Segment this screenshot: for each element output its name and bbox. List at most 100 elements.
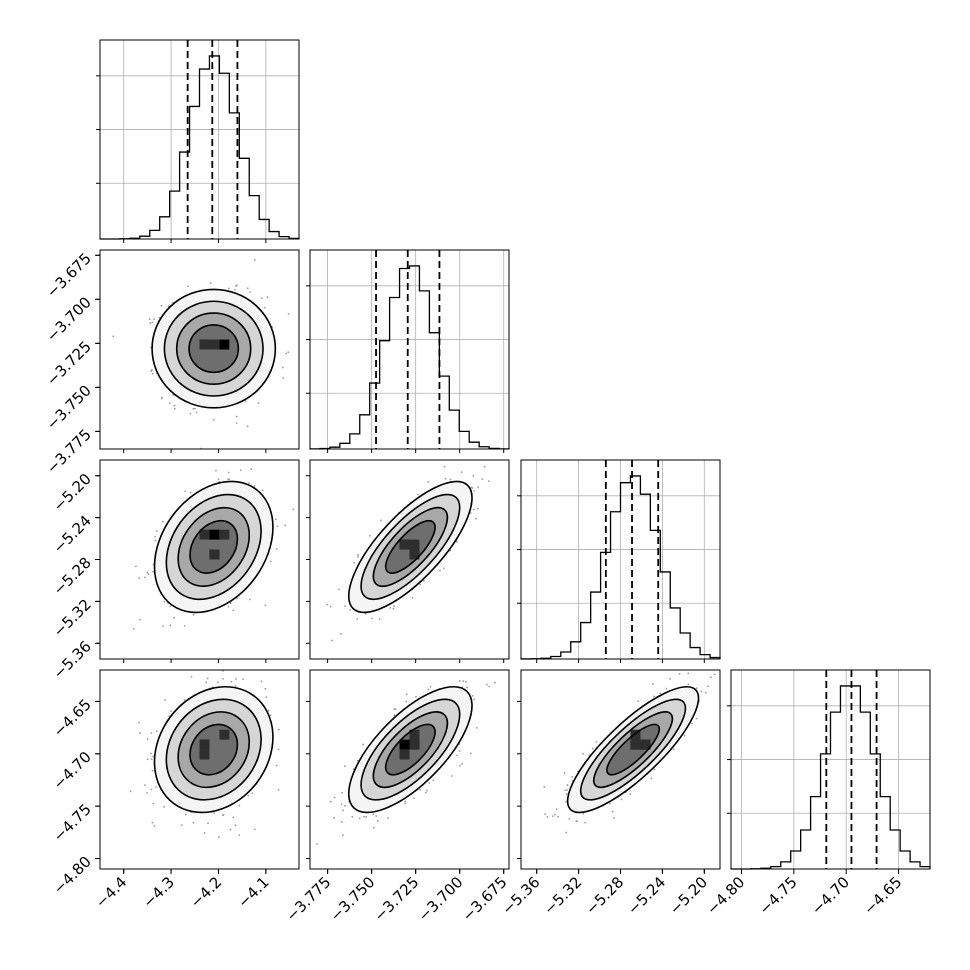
scatter-point (344, 804, 347, 807)
density-peak-cell (209, 549, 220, 560)
density-peak-cell (219, 339, 230, 350)
scatter-point (174, 456, 176, 458)
scatter-point (375, 815, 378, 817)
scatter-point (331, 639, 333, 642)
scatter-point (146, 571, 149, 574)
scatter-point (344, 605, 346, 608)
scatter-point (246, 287, 249, 290)
scatter-point (473, 698, 476, 701)
scatter-point (277, 728, 280, 731)
scatter-point (138, 721, 140, 724)
scatter-point (163, 805, 166, 808)
scatter-point (343, 765, 346, 768)
scatter-point (168, 402, 171, 405)
histogram-step-line (730, 685, 931, 870)
scatter-panel-3-1 (306, 669, 510, 873)
scatter-point (209, 282, 212, 284)
scatter-point (582, 752, 584, 755)
axis-frame (309, 669, 510, 870)
scatter-point (129, 790, 132, 793)
scatter-point (203, 832, 206, 834)
scatter-point (253, 258, 256, 261)
scatter-point (423, 579, 425, 582)
scatter-point (341, 791, 344, 794)
scatter-point (427, 688, 430, 691)
contour-line (360, 698, 461, 801)
scatter-point (150, 732, 153, 735)
scatter-point (244, 400, 247, 403)
scatter-point (356, 555, 359, 558)
scatter-point (253, 485, 256, 487)
scatter-point (469, 752, 472, 755)
scatter-point (155, 530, 158, 533)
contour-line (347, 480, 473, 614)
contour-line (165, 698, 262, 801)
scatter-point (460, 471, 463, 474)
scatter-point (683, 734, 686, 737)
scatter-point (277, 748, 280, 751)
density-peak-cell (199, 749, 210, 760)
scatter-point (169, 624, 172, 627)
scatter-point (192, 408, 195, 410)
contour-line (165, 493, 262, 601)
scatter-point (487, 480, 490, 483)
scatter-point (485, 683, 488, 686)
scatter-point (146, 738, 149, 740)
scatter-point (357, 553, 360, 556)
scatter-point (152, 755, 154, 758)
scatter-point (275, 764, 278, 767)
scatter-point (546, 816, 549, 818)
scatter-point (205, 681, 208, 684)
scatter-point (424, 791, 427, 794)
scatter-point (194, 407, 196, 410)
scatter-point (458, 750, 461, 753)
scatter-point (364, 612, 367, 615)
scatter-point (269, 714, 272, 717)
scatter-point (153, 825, 156, 827)
density-peak-cell (399, 749, 410, 760)
scatter-point (338, 588, 340, 591)
scatter-point (274, 518, 277, 521)
density-peak-cell (219, 529, 230, 540)
scatter-point (173, 407, 176, 410)
scatter-point (427, 481, 430, 483)
scatter-point (362, 743, 364, 746)
scatter-point (342, 809, 345, 812)
contour-line (372, 506, 449, 588)
scatter-point (215, 469, 217, 472)
scatter-point (232, 609, 235, 612)
scatter-point (426, 789, 428, 792)
scatter-point (392, 607, 395, 610)
density-peak-cell (399, 539, 410, 550)
scatter-point (575, 820, 578, 822)
scatter-point (261, 489, 264, 492)
scatter-point (341, 834, 344, 836)
scatter-point (329, 605, 332, 608)
scatter-point (264, 687, 267, 690)
scatter-point (329, 800, 332, 803)
scatter-point (235, 415, 238, 418)
scatter-point (458, 679, 461, 682)
scatter-point (282, 377, 285, 379)
scatter-point (356, 617, 359, 620)
scatter-point (269, 560, 272, 563)
scatter-point (284, 524, 287, 527)
scatter-point (462, 680, 465, 683)
scatter-point (206, 677, 209, 680)
scatter-point (238, 804, 241, 807)
scatter-point (153, 318, 155, 321)
scatter-point (419, 583, 422, 586)
scatter-point (167, 305, 170, 308)
scatter-point (387, 817, 389, 819)
contour-line (175, 312, 252, 385)
scatter-point (411, 596, 414, 599)
scatter-point (333, 796, 336, 799)
scatter-point (242, 678, 244, 681)
scatter-point (195, 411, 198, 414)
scatter-point (563, 772, 566, 774)
density-peak-cell (409, 539, 420, 550)
density-peak-cell (199, 339, 210, 350)
scatter-point (659, 692, 662, 695)
scatter-point (249, 598, 251, 601)
scatter-point (228, 478, 231, 480)
